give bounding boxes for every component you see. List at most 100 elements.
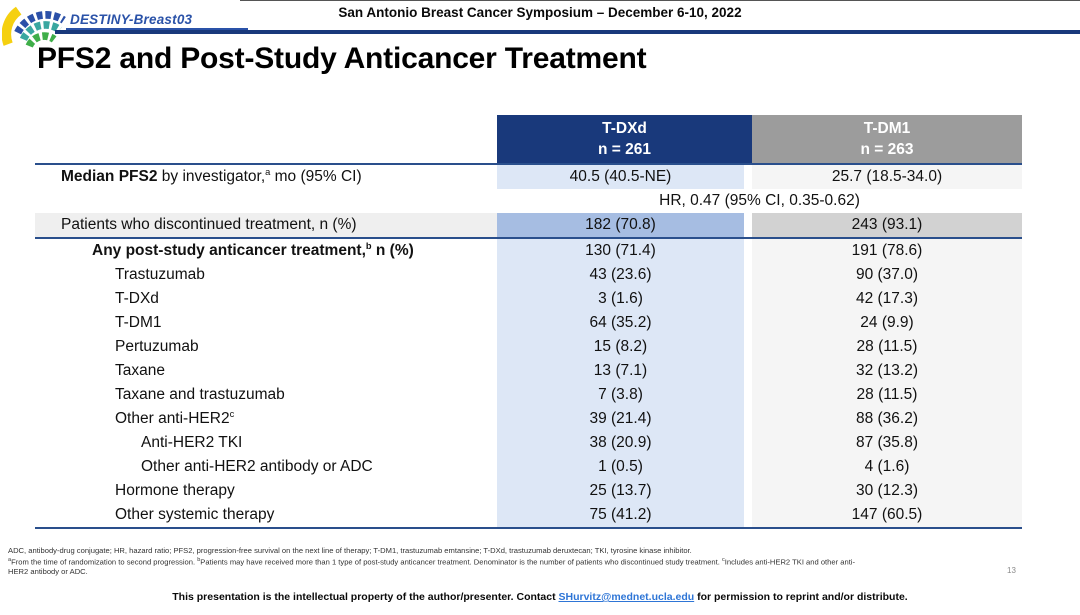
header-spacer [35,115,497,163]
tdxd-value: 43 (23.6) [497,263,744,287]
tdm1-value: 25.7 (18.5-34.0) [752,165,1022,189]
row-label: Median PFS2 by investigator,a mo (95% CI… [61,166,362,185]
footnotes: ADC, antibody-drug conjugate; HR, hazard… [8,546,1074,576]
tdxd-value: 15 (8.2) [497,335,744,359]
contact-email-link[interactable]: SHurvitz@mednet.ucla.edu [558,591,695,603]
table-row: Other anti-HER2 antibody or ADC 1 (0.5) 4 … [35,455,1022,479]
row-label: T-DM1 [115,314,162,331]
tdxd-value: 25 (13.7) [497,479,744,503]
hr-row: HR, 0.47 (95% CI, 0.35-0.62) [35,189,1022,213]
column-gutter [744,335,752,359]
column-header-tdm1: T-DM1 n = 263 [752,115,1022,163]
column-gutter [744,503,752,527]
results-table: T-DXd n = 261 T-DM1 n = 263 Median PFS2 … [35,115,1022,529]
tdxd-value: 40.5 (40.5-NE) [497,165,744,189]
footnote-line2: aFrom the time of randomization to secon… [8,556,856,567]
table-row: Median PFS2 by investigator,a mo (95% CI… [35,165,1022,189]
page-number: 13 [1007,566,1016,575]
column-gutter [744,239,752,263]
table-row: Other systemic therapy 75 (41.2) 147 (60.5… [35,503,1022,527]
row-label: Hormone therapy [115,482,235,499]
column-name: T-DM1 [863,120,911,137]
row-label: Taxane [115,362,165,379]
footnote-line1: ADC, antibody-drug conjugate; HR, hazard… [8,546,692,555]
tdxd-value: 39 (21.4) [497,407,744,431]
table-row: Hormone therapy 25 (13.7) 30 (12.3) [35,479,1022,503]
table-row: Anti-HER2 TKI 38 (20.9) 87 (35.8) [35,431,1022,455]
row-label: Other systemic therapy [115,506,275,523]
column-gutter [744,431,752,455]
row-label: Trastuzumab [115,266,205,283]
table-row: Trastuzumab 43 (23.6) 90 (37.0) [35,263,1022,287]
table-row: Patients who discontinued treatment, n (… [35,213,1022,237]
column-gutter [744,359,752,383]
column-header-tdxd: T-DXd n = 261 [497,115,752,163]
row-label: Other anti-HER2c [115,408,235,427]
table-row: Any post-study anticancer treatment,b n … [35,239,1022,263]
column-gutter [744,479,752,503]
tdm1-value: 90 (37.0) [752,263,1022,287]
footer-text-after: for permission to reprint and/or distrib… [694,591,908,603]
tdxd-value: 130 (71.4) [497,239,744,263]
page-title: PFS2 and Post-Study Anticancer Treatment [37,42,647,75]
table-row: Taxane and trastuzumab 7 (3.8) 28 (11.5) [35,383,1022,407]
header-divider-bar [55,30,1080,34]
row-label: Pertuzumab [115,338,199,355]
column-gutter [744,213,752,237]
table-header-row: T-DXd n = 261 T-DM1 n = 263 [35,115,1022,165]
tdxd-value: 3 (1.6) [497,287,744,311]
table-row: Other anti-HER2c 39 (21.4) 88 (36.2) [35,407,1022,431]
tdm1-value: 243 (93.1) [752,213,1022,237]
row-label: Any post-study anticancer treatment,b n … [92,240,414,259]
table-row: Pertuzumab 15 (8.2) 28 (11.5) [35,335,1022,359]
row-label: T-DXd [115,290,159,307]
row-label: Other anti-HER2 antibody or ADC [141,458,373,475]
footnote-line3: HER2 antibody or ADC. [8,566,88,576]
row-label: Anti-HER2 TKI [141,434,243,451]
tdxd-value: 182 (70.8) [497,213,744,237]
table-row: T-DXd 3 (1.6) 42 (17.3) [35,287,1022,311]
hr-value: HR, 0.47 (95% CI, 0.35-0.62) [497,189,1022,213]
column-gutter [744,165,752,189]
table-body: Median PFS2 by investigator,a mo (95% CI… [35,165,1022,527]
tdm1-value: 88 (36.2) [752,407,1022,431]
column-name: T-DXd [602,120,647,137]
tdm1-value: 87 (35.8) [752,431,1022,455]
header-top-rule [240,0,1080,1]
tdm1-value: 147 (60.5) [752,503,1022,527]
column-gutter [744,263,752,287]
tdxd-value: 75 (41.2) [497,503,744,527]
column-gutter [744,407,752,431]
table-divider [35,237,1022,239]
column-gutter [744,311,752,335]
tdm1-value: 42 (17.3) [752,287,1022,311]
row-label: Taxane and trastuzumab [115,386,285,403]
tdm1-value: 32 (13.2) [752,359,1022,383]
footer-text-before: This presentation is the intellectual pr… [172,591,559,603]
column-gutter [744,287,752,311]
column-n: n = 263 [860,141,914,158]
tdxd-value: 64 (35.2) [497,311,744,335]
study-name: DESTINY-Breast03 [70,12,193,27]
column-n: n = 261 [598,141,651,158]
tdxd-value: 1 (0.5) [497,455,744,479]
tdm1-value: 24 (9.9) [752,311,1022,335]
table-row: Taxane 13 (7.1) 32 (13.2) [35,359,1022,383]
tdxd-value: 13 (7.1) [497,359,744,383]
table-row: T-DM1 64 (35.2) 24 (9.9) [35,311,1022,335]
sabcs-logo-icon [2,6,66,48]
symposium-header: San Antonio Breast Cancer Symposium – De… [338,5,742,20]
tdm1-value: 28 (11.5) [752,335,1022,359]
tdxd-value: 38 (20.9) [497,431,744,455]
tdm1-value: 191 (78.6) [752,239,1022,263]
tdm1-value: 28 (11.5) [752,383,1022,407]
tdm1-value: 4 (1.6) [752,455,1022,479]
column-gutter [744,455,752,479]
tdm1-value: 30 (12.3) [752,479,1022,503]
study-name-underline [66,28,248,30]
row-label [35,189,497,213]
footer-disclaimer: This presentation is the intellectual pr… [0,591,1080,603]
row-label: Patients who discontinued treatment, n (… [35,213,497,237]
tdxd-value: 7 (3.8) [497,383,744,407]
column-gutter [744,383,752,407]
